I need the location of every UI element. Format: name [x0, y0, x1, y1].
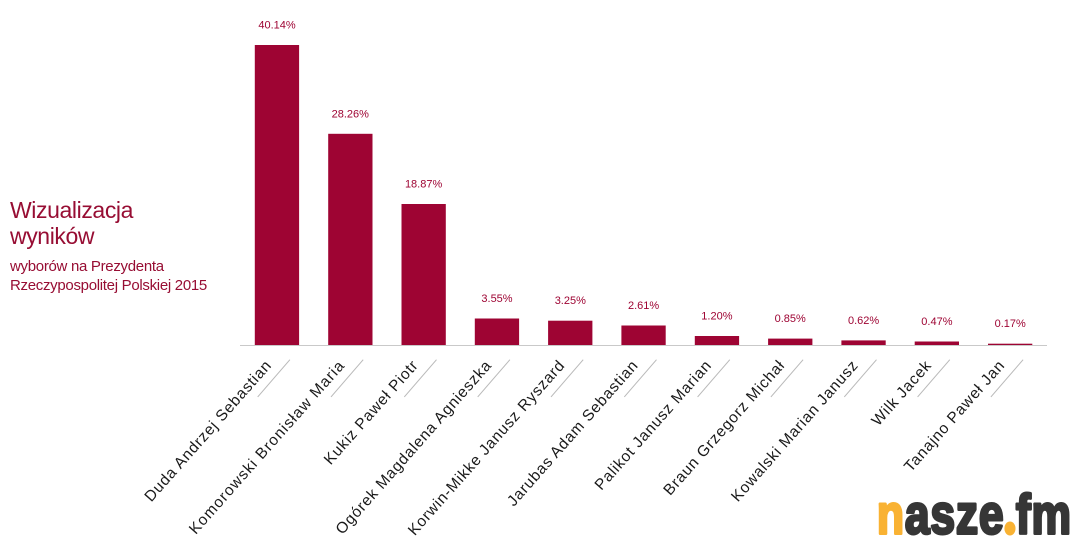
svg-text:3.25%: 3.25%: [555, 295, 586, 307]
svg-text:0.62%: 0.62%: [848, 315, 879, 327]
svg-text:Korwin-Mikke Janusz Ryszard: Korwin-Mikke Janusz Ryszard: [405, 357, 569, 539]
svg-text:0.17%: 0.17%: [995, 318, 1026, 330]
svg-text:40.14%: 40.14%: [258, 20, 296, 32]
svg-text:18.87%: 18.87%: [405, 179, 443, 191]
svg-text:0.85%: 0.85%: [775, 313, 806, 325]
svg-text:2.61%: 2.61%: [628, 300, 659, 312]
svg-text:fm: fm: [1016, 483, 1072, 546]
svg-text:Braun Grzegorz Michał: Braun Grzegorz Michał: [660, 357, 788, 499]
svg-text:Ogórek Magdalena Agnieszka: Ogórek Magdalena Agnieszka: [333, 357, 496, 538]
svg-text:Wilk Jacek: Wilk Jacek: [869, 357, 936, 429]
svg-text:Duda Andrzej Sebastian: Duda Andrzej Sebastian: [142, 357, 276, 505]
svg-text:Kowalski Marian Janusz: Kowalski Marian Janusz: [728, 357, 862, 505]
svg-text:n: n: [877, 483, 905, 546]
svg-text:asze: asze: [905, 483, 1005, 546]
svg-text:Komorowski Bronisław Maria: Komorowski Bronisław Maria: [186, 357, 349, 538]
svg-text:0.47%: 0.47%: [921, 316, 952, 328]
svg-text:Jarubas Adam Sebastian: Jarubas Adam Sebastian: [504, 357, 642, 510]
svg-text:1.20%: 1.20%: [701, 311, 732, 323]
svg-text:28.26%: 28.26%: [332, 108, 370, 120]
svg-text:3.55%: 3.55%: [481, 293, 512, 305]
